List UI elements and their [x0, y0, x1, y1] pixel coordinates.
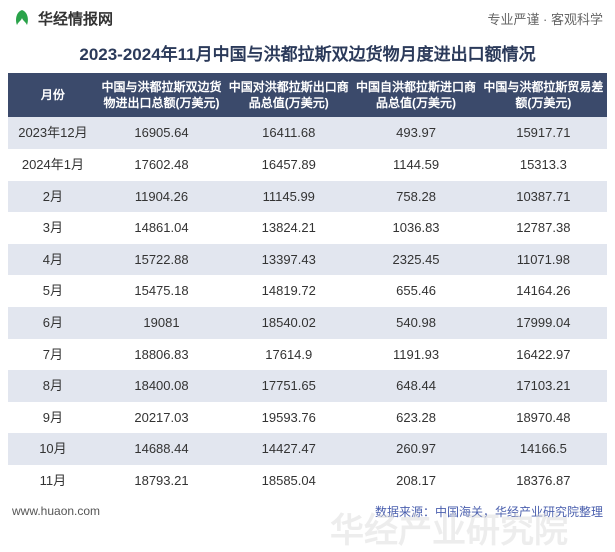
table-cell: 20217.03: [98, 402, 225, 434]
table-cell: 10387.71: [480, 181, 607, 213]
table-row: 11月18793.2118585.04208.1718376.87: [8, 465, 607, 497]
table-cell: 19593.76: [225, 402, 352, 434]
table-cell: 15722.88: [98, 244, 225, 276]
table-cell: 493.97: [352, 117, 479, 149]
table-cell: 16411.68: [225, 117, 352, 149]
table-cell: 17602.48: [98, 149, 225, 181]
footer-url: www.huaon.com: [12, 504, 100, 518]
table-cell: 18400.08: [98, 370, 225, 402]
footer: www.huaon.com 数据来源：中国海关，华经产业研究院整理: [0, 497, 615, 520]
col-header-export: 中国对洪都拉斯出口商品总值(万美元): [225, 73, 352, 117]
table-cell: 13397.43: [225, 244, 352, 276]
page-title: 2023-2024年11月中国与洪都拉斯双边货物月度进出口额情况: [0, 34, 615, 73]
table-cell: 2024年1月: [8, 149, 98, 181]
header-bar: 华经情报网 专业严谨 · 客观科学: [0, 0, 615, 34]
table-cell: 18376.87: [480, 465, 607, 497]
tagline: 专业严谨 · 客观科学: [487, 9, 603, 28]
table-cell: 18806.83: [98, 339, 225, 371]
table-row: 8月18400.0817751.65648.4417103.21: [8, 370, 607, 402]
table-row: 9月20217.0319593.76623.2818970.48: [8, 402, 607, 434]
brand-name: 华经情报网: [38, 8, 113, 29]
table-cell: 12787.38: [480, 212, 607, 244]
table-cell: 14427.47: [225, 433, 352, 465]
table-cell: 11904.26: [98, 181, 225, 213]
table-body: 2023年12月16905.6416411.68493.9715917.7120…: [8, 117, 607, 496]
table-cell: 1036.83: [352, 212, 479, 244]
table-cell: 14861.04: [98, 212, 225, 244]
table-cell: 18793.21: [98, 465, 225, 497]
table-cell: 17614.9: [225, 339, 352, 371]
table-cell: 11071.98: [480, 244, 607, 276]
table-container: 华经产业研究院 华经产业研究院 月份 中国与洪都拉斯双边货物进出口总额(万美元)…: [0, 73, 615, 497]
table-cell: 1191.93: [352, 339, 479, 371]
table-row: 2024年1月17602.4816457.891144.5915313.3: [8, 149, 607, 181]
table-cell: 16905.64: [98, 117, 225, 149]
table-cell: 14688.44: [98, 433, 225, 465]
col-header-month: 月份: [8, 73, 98, 117]
table-cell: 9月: [8, 402, 98, 434]
table-cell: 11145.99: [225, 181, 352, 213]
table-row: 2月11904.2611145.99758.2810387.71: [8, 181, 607, 213]
table-cell: 19081: [98, 307, 225, 339]
table-cell: 17103.21: [480, 370, 607, 402]
table-cell: 14819.72: [225, 275, 352, 307]
table-cell: 208.17: [352, 465, 479, 497]
table-cell: 8月: [8, 370, 98, 402]
table-cell: 648.44: [352, 370, 479, 402]
table-cell: 16422.97: [480, 339, 607, 371]
table-cell: 18585.04: [225, 465, 352, 497]
col-header-import: 中国自洪都拉斯进口商品总值(万美元): [352, 73, 479, 117]
brand: 华经情报网: [12, 8, 113, 29]
leaf-icon: [12, 8, 32, 28]
table-row: 4月15722.8813397.432325.4511071.98: [8, 244, 607, 276]
table-cell: 2023年12月: [8, 117, 98, 149]
table-cell: 18540.02: [225, 307, 352, 339]
table-cell: 17751.65: [225, 370, 352, 402]
table-cell: 15917.71: [480, 117, 607, 149]
table-cell: 13824.21: [225, 212, 352, 244]
table-row: 5月15475.1814819.72655.4614164.26: [8, 275, 607, 307]
table-cell: 623.28: [352, 402, 479, 434]
data-table: 月份 中国与洪都拉斯双边货物进出口总额(万美元) 中国对洪都拉斯出口商品总值(万…: [8, 73, 607, 497]
table-cell: 14166.5: [480, 433, 607, 465]
table-row: 7月18806.8317614.91191.9316422.97: [8, 339, 607, 371]
table-cell: 4月: [8, 244, 98, 276]
col-header-total: 中国与洪都拉斯双边货物进出口总额(万美元): [98, 73, 225, 117]
table-cell: 2月: [8, 181, 98, 213]
table-cell: 11月: [8, 465, 98, 497]
table-cell: 2325.45: [352, 244, 479, 276]
table-cell: 18970.48: [480, 402, 607, 434]
table-cell: 5月: [8, 275, 98, 307]
table-cell: 3月: [8, 212, 98, 244]
table-cell: 15475.18: [98, 275, 225, 307]
table-header-row: 月份 中国与洪都拉斯双边货物进出口总额(万美元) 中国对洪都拉斯出口商品总值(万…: [8, 73, 607, 117]
table-cell: 540.98: [352, 307, 479, 339]
table-cell: 16457.89: [225, 149, 352, 181]
table-cell: 1144.59: [352, 149, 479, 181]
table-cell: 7月: [8, 339, 98, 371]
table-cell: 260.97: [352, 433, 479, 465]
table-row: 2023年12月16905.6416411.68493.9715917.71: [8, 117, 607, 149]
table-cell: 14164.26: [480, 275, 607, 307]
col-header-balance: 中国与洪都拉斯贸易差额(万美元): [480, 73, 607, 117]
table-row: 6月1908118540.02540.9817999.04: [8, 307, 607, 339]
table-cell: 6月: [8, 307, 98, 339]
table-cell: 10月: [8, 433, 98, 465]
table-cell: 15313.3: [480, 149, 607, 181]
table-cell: 17999.04: [480, 307, 607, 339]
table-cell: 758.28: [352, 181, 479, 213]
table-row: 10月14688.4414427.47260.9714166.5: [8, 433, 607, 465]
table-row: 3月14861.0413824.211036.8312787.38: [8, 212, 607, 244]
footer-source: 数据来源：中国海关，华经产业研究院整理: [375, 503, 603, 520]
table-cell: 655.46: [352, 275, 479, 307]
